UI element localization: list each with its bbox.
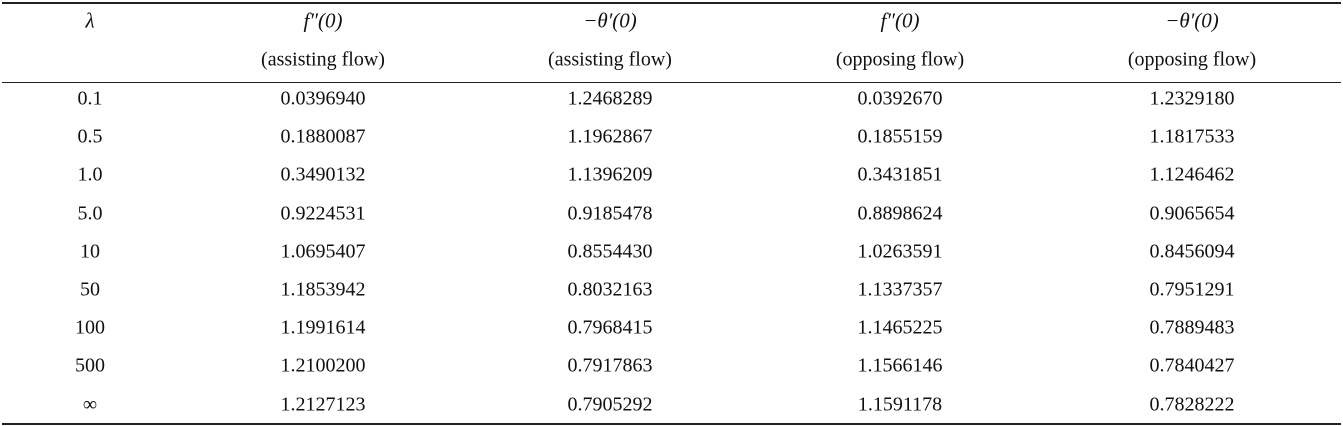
table-cell: 1.2100200 [280, 354, 366, 377]
table-cell: 0.0396940 [280, 87, 366, 110]
table-cell: 0.9065654 [1149, 202, 1235, 225]
row-label: 1.0 [77, 163, 103, 186]
table-cell: 0.7951291 [1149, 278, 1235, 301]
row-label: 0.1 [77, 87, 103, 110]
table-cell: 1.1591178 [857, 393, 943, 416]
column-label: f″(0) [880, 8, 920, 33]
table-cell: 0.7840427 [1149, 354, 1235, 377]
table-cell: 1.1853942 [280, 278, 366, 301]
table-cell: 1.1817533 [1149, 125, 1235, 148]
table-cell: 0.8456094 [1149, 240, 1235, 263]
table-cell: 1.1337357 [857, 278, 943, 301]
column-subtitle: (assisting flow) [261, 48, 385, 71]
header-rule [2, 82, 1341, 83]
column-label: −θ′(0) [1165, 8, 1219, 33]
row-label: ∞ [82, 393, 98, 416]
row-label: 500 [75, 354, 105, 377]
column-label: f″(0) [303, 8, 343, 33]
row-label: 10 [80, 240, 100, 263]
table-cell: 1.1465225 [857, 316, 943, 339]
bottom-rule [2, 423, 1341, 425]
table-cell: 0.9185478 [567, 202, 653, 225]
table-cell: 0.7889483 [1149, 316, 1235, 339]
table-cell: 0.3490132 [280, 163, 366, 186]
table-cell: 1.1566146 [857, 354, 943, 377]
column-label: −θ′(0) [583, 8, 637, 33]
row-label: 100 [75, 316, 105, 339]
column-label: λ [85, 8, 95, 33]
table-cell: 0.8554430 [567, 240, 653, 263]
row-label: 5.0 [77, 202, 103, 225]
table-cell: 0.7968415 [567, 316, 653, 339]
table-cell: 1.1962867 [567, 125, 653, 148]
table-cell: 0.8032163 [567, 278, 653, 301]
table-cell: 0.9224531 [280, 202, 366, 225]
table-cell: 0.7828222 [1149, 393, 1235, 416]
table-cell: 1.1246462 [1149, 163, 1235, 186]
row-label: 0.5 [77, 125, 103, 148]
table-cell: 1.2468289 [567, 87, 653, 110]
table-cell: 1.2127123 [280, 393, 366, 416]
column-subtitle: (assisting flow) [548, 48, 672, 71]
table-cell: 1.1991614 [280, 316, 366, 339]
table-cell: 0.8898624 [857, 202, 943, 225]
table-cell: 0.7905292 [567, 393, 653, 416]
table-cell: 1.2329180 [1149, 87, 1235, 110]
top-rule [2, 2, 1341, 4]
table-cell: 0.3431851 [857, 163, 943, 186]
column-subtitle: (opposing flow) [835, 48, 965, 71]
table-cell: 0.0392670 [857, 87, 943, 110]
table-cell: 1.1396209 [567, 163, 653, 186]
table-cell: 0.7917863 [567, 354, 653, 377]
table-cell: 1.0695407 [280, 240, 366, 263]
column-subtitle: (opposing flow) [1127, 48, 1257, 71]
row-label: 50 [80, 278, 100, 301]
table-cell: 0.1880087 [280, 125, 366, 148]
table-cell: 0.1855159 [857, 125, 943, 148]
table-cell: 1.0263591 [857, 240, 943, 263]
